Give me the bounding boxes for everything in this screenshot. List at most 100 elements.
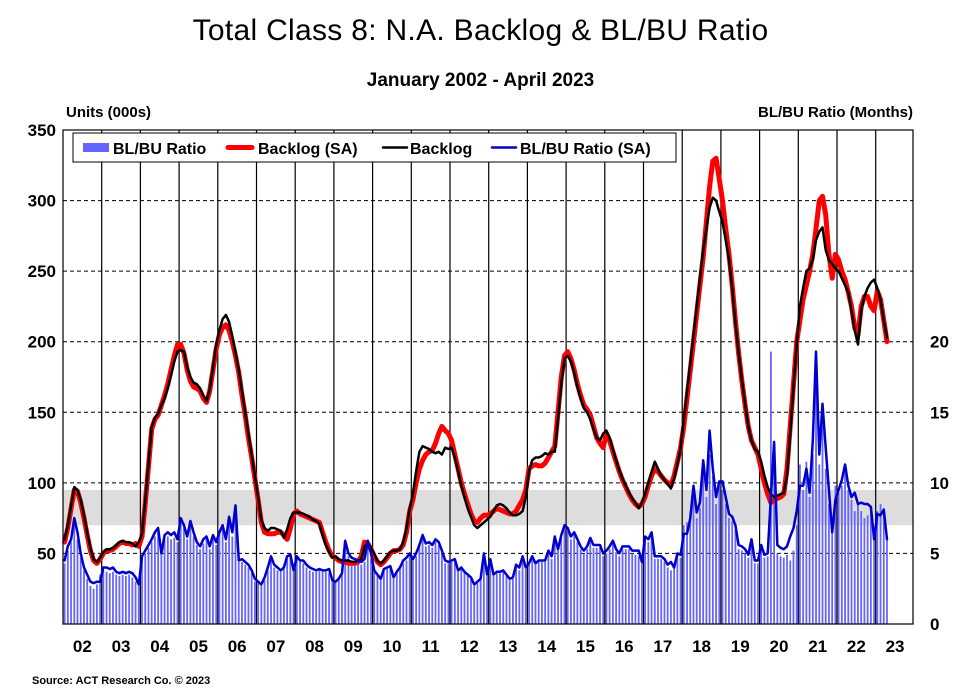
bar: [689, 513, 692, 624]
y-right-tick-label: 0: [930, 615, 939, 634]
bar: [154, 536, 156, 624]
bar: [879, 504, 882, 624]
ratio-sa-line: [63, 350, 889, 586]
bar: [805, 461, 808, 624]
bar: [118, 576, 121, 624]
bar: [728, 518, 730, 624]
bar: [92, 588, 95, 624]
bar: [802, 489, 805, 624]
bar: [553, 539, 556, 624]
bar: [366, 544, 369, 624]
y-axis-right-label: BL/BU Ratio (Months): [758, 104, 913, 121]
bar: [763, 557, 766, 624]
bar: [131, 577, 134, 624]
bar: [79, 557, 82, 624]
bar: [70, 542, 72, 624]
bar: [363, 561, 366, 624]
bar: [779, 556, 782, 624]
bar: [224, 542, 227, 624]
bar: [831, 532, 834, 624]
bar: [795, 525, 798, 624]
x-tick-label: 13: [499, 637, 518, 656]
bar: [482, 556, 485, 624]
bar: [718, 485, 721, 624]
bar: [273, 567, 276, 624]
bar: [863, 518, 866, 624]
bar: [634, 554, 637, 624]
x-tick-label: 18: [692, 637, 711, 656]
bar: [563, 526, 566, 624]
bar: [279, 571, 282, 624]
bar: [873, 532, 875, 624]
y-left-tick-label: 150: [28, 403, 56, 422]
bar: [528, 564, 530, 624]
bar: [112, 571, 114, 624]
bar: [286, 559, 289, 624]
bar: [89, 585, 92, 624]
x-tick-label: 11: [422, 637, 440, 656]
bar: [392, 578, 395, 624]
bar: [334, 581, 337, 624]
bar: [621, 549, 624, 624]
bar: [737, 549, 740, 624]
bar: [257, 583, 260, 624]
bar: [866, 515, 869, 624]
bar: [560, 537, 563, 624]
bar: [308, 570, 311, 624]
bar: [231, 536, 234, 624]
bar: [628, 549, 630, 624]
bar: [373, 571, 376, 624]
bar: [415, 556, 418, 624]
bar: [357, 563, 359, 624]
bar: [537, 561, 540, 624]
bar: [447, 563, 450, 624]
bar: [547, 553, 550, 624]
bar: [128, 574, 131, 624]
bar: [631, 553, 634, 624]
bar: [205, 539, 208, 624]
bar: [299, 561, 301, 624]
bar: [450, 561, 453, 624]
backlog-line: [63, 196, 889, 565]
bar: [379, 580, 382, 624]
bar: [757, 563, 759, 624]
bar: [850, 499, 853, 624]
bar: [350, 560, 353, 624]
x-tick-label: 02: [73, 637, 92, 656]
x-tick-label: 05: [189, 637, 208, 656]
bar: [276, 570, 279, 624]
bar: [424, 546, 427, 624]
bar: [541, 561, 543, 624]
legend-label: Backlog (SA): [258, 141, 358, 158]
bar: [376, 576, 379, 624]
y-left-tick-label: 300: [28, 192, 56, 211]
bar: [705, 496, 708, 624]
bar: [589, 540, 592, 624]
bar: [502, 571, 505, 624]
bar: [150, 542, 153, 624]
bar: [818, 464, 821, 624]
bar: [141, 559, 143, 624]
bar: [260, 585, 263, 624]
bar: [382, 570, 385, 624]
bar: [312, 571, 314, 624]
source-note: Source: ACT Research Co. © 2023: [32, 675, 211, 687]
bar: [882, 508, 885, 624]
x-tick-label: 16: [615, 637, 634, 656]
x-tick-label: 21: [808, 637, 827, 656]
bar: [134, 581, 137, 624]
bar: [653, 559, 656, 624]
bar: [324, 571, 327, 624]
bar: [444, 563, 447, 624]
bar: [395, 573, 398, 624]
bar: [531, 557, 534, 624]
bar: [428, 544, 430, 624]
bar: [489, 560, 492, 624]
bar: [195, 544, 198, 624]
bar: [421, 533, 424, 624]
bar: [115, 574, 118, 624]
y-right-tick-label: 20: [930, 333, 949, 352]
bar: [786, 554, 788, 624]
bar: [586, 549, 588, 624]
bar: [437, 544, 440, 624]
